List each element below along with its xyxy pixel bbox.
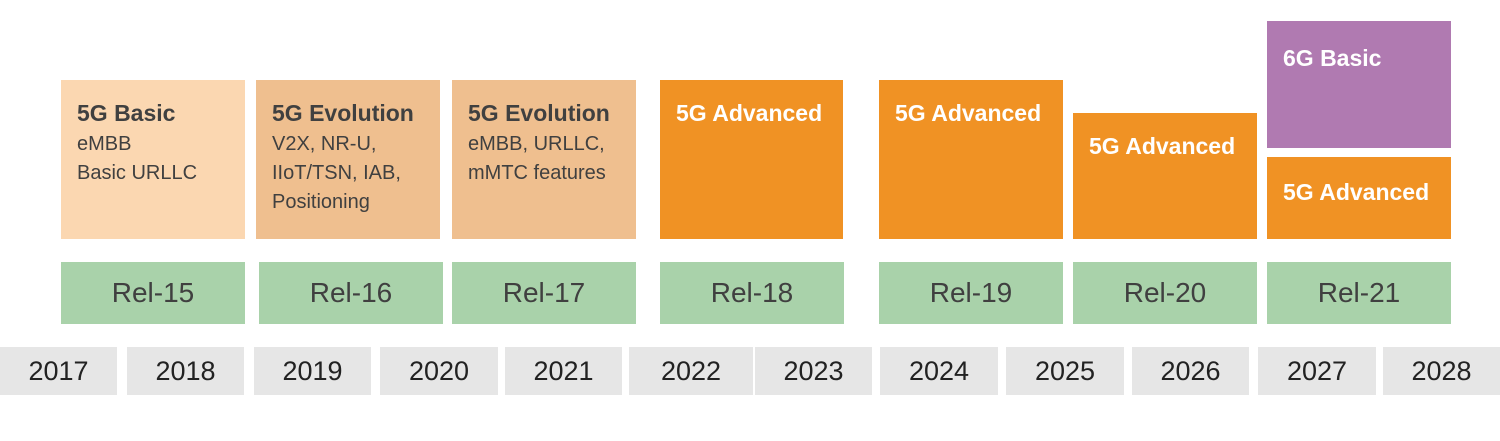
year-2028: 2028 xyxy=(1383,347,1500,395)
feature-title: 5G Advanced xyxy=(676,100,823,126)
feature-title: 5G Evolution xyxy=(272,100,414,126)
feature-title: 5G Advanced xyxy=(1283,179,1430,205)
year-2021: 2021 xyxy=(505,347,622,395)
feature-line: mMTC features xyxy=(468,162,606,184)
feature-line: Basic URLLC xyxy=(77,162,198,184)
release-rel-15: Rel-15 xyxy=(61,262,245,324)
feature-title: 5G Advanced xyxy=(1089,133,1236,159)
feature-title: 5G Evolution xyxy=(468,100,610,126)
year-2024: 2024 xyxy=(880,347,998,395)
year-2022: 2022 xyxy=(629,347,753,395)
feature-5g-evolution-rel16: 5G Evolution V2X, NR-U, IIoT/TSN, IAB, P… xyxy=(256,80,440,239)
feature-5g-advanced-rel18: 5G Advanced xyxy=(660,80,843,239)
feature-5g-advanced-rel20: 5G Advanced xyxy=(1073,113,1257,239)
feature-5g-advanced-rel19: 5G Advanced xyxy=(879,80,1063,239)
release-rel-17: Rel-17 xyxy=(452,262,636,324)
release-rel-21: Rel-21 xyxy=(1267,262,1451,324)
year-2023: 2023 xyxy=(755,347,872,395)
feature-title: 6G Basic xyxy=(1283,45,1382,71)
year-2018: 2018 xyxy=(127,347,244,395)
feature-line: eMBB, URLLC, xyxy=(468,133,605,155)
feature-line: IIoT/TSN, IAB, xyxy=(272,162,401,184)
release-rel-19: Rel-19 xyxy=(879,262,1063,324)
feature-title: 5G Basic xyxy=(77,100,176,126)
feature-line: V2X, NR-U, xyxy=(272,133,377,155)
year-2026: 2026 xyxy=(1132,347,1249,395)
feature-line: eMBB xyxy=(77,133,132,155)
feature-line: Positioning xyxy=(272,191,370,213)
year-2025: 2025 xyxy=(1006,347,1124,395)
feature-title: 5G Advanced xyxy=(895,100,1042,126)
year-2017: 2017 xyxy=(0,347,117,395)
feature-5g-basic: 5G Basic eMBB Basic URLLC xyxy=(61,80,245,239)
release-rel-16: Rel-16 xyxy=(259,262,443,324)
year-2019: 2019 xyxy=(254,347,371,395)
release-rel-20: Rel-20 xyxy=(1073,262,1257,324)
feature-5g-advanced-rel21: 5G Advanced xyxy=(1267,157,1451,239)
year-2020: 2020 xyxy=(380,347,498,395)
year-2027: 2027 xyxy=(1258,347,1376,395)
release-rel-18: Rel-18 xyxy=(660,262,844,324)
feature-5g-evolution-rel17: 5G Evolution eMBB, URLLC, mMTC features xyxy=(452,80,636,239)
feature-6g-basic: 6G Basic xyxy=(1267,21,1451,148)
